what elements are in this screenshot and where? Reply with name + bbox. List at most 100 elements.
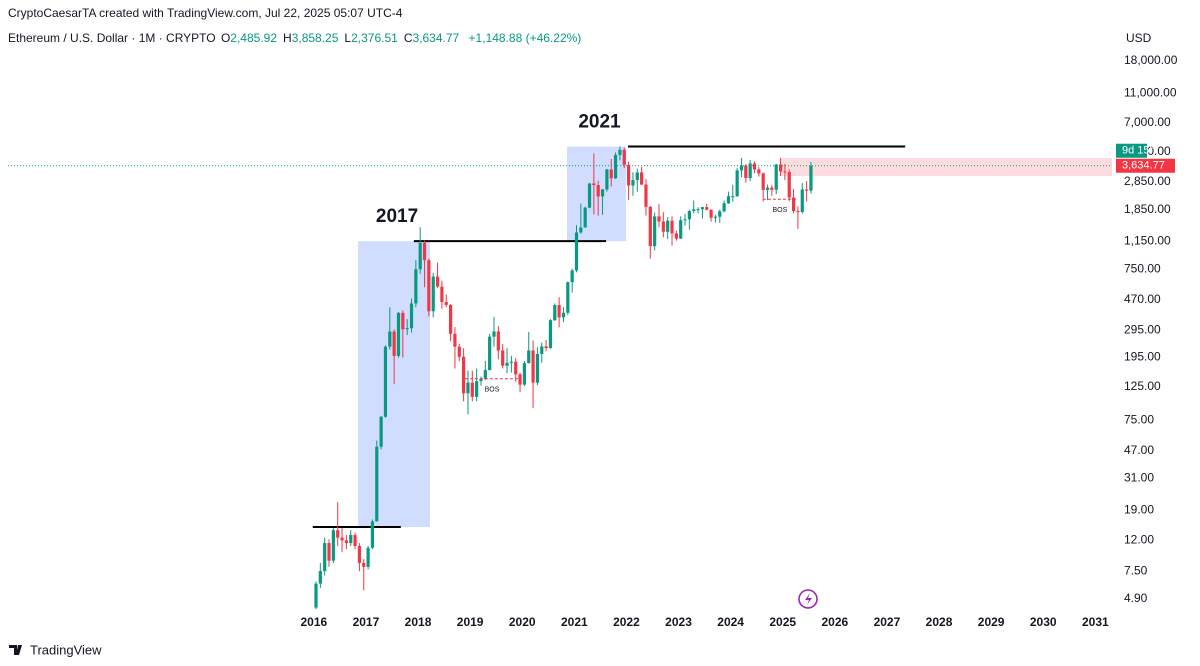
candle-body bbox=[344, 540, 348, 544]
candle-body bbox=[692, 209, 696, 212]
candle-body bbox=[470, 382, 474, 397]
candle-body bbox=[383, 346, 388, 417]
ohlc-value: 3,858.25 bbox=[291, 31, 339, 45]
candle-body bbox=[722, 203, 726, 212]
candle-body bbox=[718, 211, 722, 217]
candle-body bbox=[713, 216, 718, 218]
candle-body bbox=[579, 227, 583, 233]
candle-body bbox=[809, 165, 813, 191]
candle-body bbox=[796, 211, 800, 213]
y-tick-label: 4.90 bbox=[1124, 591, 1148, 605]
candle-body bbox=[613, 154, 618, 179]
candle-body bbox=[774, 164, 778, 190]
x-tick-label: 2030 bbox=[1030, 615, 1057, 629]
symbol-legend: Ethereum / U.S. Dollar · 1M · CRYPTO O2,… bbox=[8, 31, 581, 45]
price-tag-label: 3,634.77 bbox=[1122, 160, 1165, 172]
candle-body bbox=[739, 165, 744, 171]
ohlc-value: 3,634.77 bbox=[412, 31, 460, 45]
candle-body bbox=[570, 270, 574, 283]
icon-circle bbox=[798, 589, 818, 609]
candle-body bbox=[409, 303, 414, 329]
candle-body bbox=[431, 276, 435, 312]
candle-body bbox=[566, 282, 570, 313]
candle-body bbox=[670, 220, 674, 234]
candle-body bbox=[757, 169, 761, 174]
y-tick-label: 1,150.00 bbox=[1124, 233, 1171, 247]
candle-body bbox=[709, 209, 713, 218]
candle-body bbox=[587, 183, 592, 208]
candle-body bbox=[479, 378, 483, 382]
logo-text: TradingView bbox=[30, 642, 102, 657]
candle-body bbox=[744, 165, 748, 179]
candle-body bbox=[544, 346, 548, 349]
candle-body bbox=[687, 211, 691, 220]
candle-body bbox=[752, 163, 757, 170]
x-tick-label: 2031 bbox=[1082, 615, 1109, 629]
candle-body bbox=[700, 207, 705, 210]
box-label: 2017 bbox=[376, 206, 418, 227]
candle-body bbox=[435, 276, 440, 287]
x-tick-label: 2029 bbox=[978, 615, 1005, 629]
candle-body bbox=[683, 219, 687, 221]
candle-body bbox=[375, 446, 379, 522]
candle-body bbox=[483, 370, 487, 379]
candle-body bbox=[362, 562, 366, 567]
candle-body bbox=[561, 312, 566, 318]
candle-body bbox=[605, 169, 609, 190]
candle-body bbox=[657, 216, 661, 222]
candle-body bbox=[505, 362, 509, 366]
candle-body bbox=[314, 583, 318, 608]
candle-body bbox=[674, 233, 678, 239]
candle-body bbox=[444, 301, 448, 305]
candle-body bbox=[405, 328, 409, 330]
x-tick-label: 2025 bbox=[769, 615, 796, 629]
candle-body bbox=[396, 312, 401, 356]
price-tag bbox=[1116, 158, 1175, 173]
y-tick-label: 750.00 bbox=[1124, 261, 1161, 275]
y-tick-label: 470.00 bbox=[1124, 292, 1161, 306]
y-tick-label: 1,850.00 bbox=[1124, 202, 1171, 216]
countdown: 9d 15h bbox=[1122, 145, 1156, 157]
candle-body bbox=[679, 220, 683, 239]
candle-body bbox=[496, 331, 500, 351]
x-tick-label: 2019 bbox=[457, 615, 484, 629]
y-tick-label: 19.00 bbox=[1124, 502, 1154, 516]
candle-body bbox=[427, 260, 431, 312]
candle-body bbox=[527, 350, 531, 364]
candle-body bbox=[626, 164, 631, 186]
y-tick-label: 12.00 bbox=[1124, 532, 1154, 546]
candle-body bbox=[761, 173, 765, 190]
candle-body bbox=[462, 356, 466, 394]
x-tick-label: 2024 bbox=[717, 615, 744, 629]
candle-body bbox=[392, 331, 396, 356]
symbol: Ethereum / U.S. Dollar · 1M · CRYPTO bbox=[8, 31, 216, 45]
x-tick-label: 2018 bbox=[405, 615, 432, 629]
candle-body bbox=[388, 331, 392, 347]
candle-body bbox=[379, 416, 383, 447]
candle-body bbox=[592, 183, 596, 186]
x-tick-label: 2020 bbox=[509, 615, 536, 629]
candle-body bbox=[557, 305, 561, 318]
change: +1,148.88 (+46.22%) bbox=[468, 31, 582, 45]
y-tick-label: 75.00 bbox=[1124, 412, 1154, 426]
logo: TradingView bbox=[9, 642, 102, 657]
watermark-header: CryptoCaesarTA created with TradingView.… bbox=[8, 6, 403, 20]
candle-body bbox=[696, 209, 700, 211]
candle-body bbox=[540, 346, 544, 354]
y-tick-label: 18,000.00 bbox=[1124, 53, 1178, 67]
y-tick-label: 7.50 bbox=[1124, 563, 1148, 577]
candle-body bbox=[640, 172, 644, 185]
candle-body bbox=[466, 382, 470, 394]
y-tick-label: 125.00 bbox=[1124, 379, 1161, 393]
candle-body bbox=[453, 333, 457, 347]
candle-body bbox=[548, 320, 553, 349]
candle-body bbox=[765, 187, 770, 190]
ohlc-key: C bbox=[403, 31, 413, 45]
resistance-zone bbox=[780, 158, 1112, 176]
candle-body bbox=[583, 207, 587, 228]
candle-body bbox=[336, 530, 340, 538]
logo-icon bbox=[9, 645, 22, 655]
candle-body bbox=[748, 163, 752, 179]
x-tick-label: 2023 bbox=[665, 615, 692, 629]
x-tick-label: 2028 bbox=[926, 615, 953, 629]
